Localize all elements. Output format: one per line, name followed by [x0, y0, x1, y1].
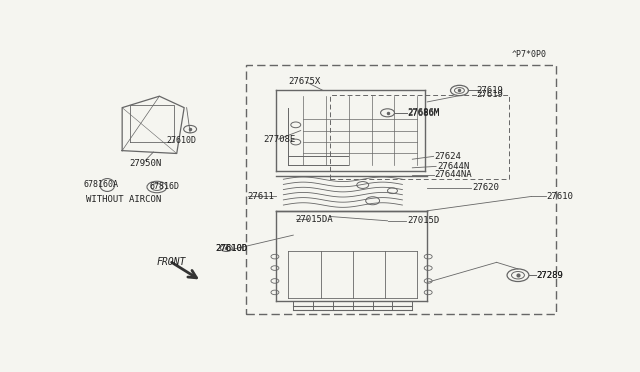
Text: ^P7*0P0: ^P7*0P0: [511, 50, 547, 59]
Text: FRONT: FRONT: [157, 257, 186, 267]
Text: WITHOUT AIRCON: WITHOUT AIRCON: [86, 195, 161, 204]
Text: 27624: 27624: [435, 152, 461, 161]
Text: 27675X: 27675X: [288, 77, 321, 86]
Text: 27644N: 27644N: [437, 162, 469, 171]
Text: 67816D: 67816D: [150, 182, 179, 191]
Text: 27950N: 27950N: [129, 159, 162, 168]
Text: 27644NA: 27644NA: [435, 170, 472, 179]
Text: 27610D: 27610D: [215, 244, 247, 253]
Text: 27619: 27619: [477, 86, 504, 95]
Text: 27015DA: 27015DA: [296, 215, 333, 224]
Bar: [330, 95, 509, 179]
Bar: [246, 65, 556, 314]
Text: 27611: 27611: [248, 192, 275, 201]
Text: 27619: 27619: [477, 90, 504, 99]
Text: 27289: 27289: [536, 271, 563, 280]
Text: 27686M: 27686M: [408, 108, 440, 117]
Text: 27289: 27289: [536, 271, 563, 280]
Text: 27620: 27620: [472, 183, 499, 192]
Text: 27610D: 27610D: [215, 244, 247, 253]
Text: 27015D: 27015D: [408, 216, 440, 225]
Text: 27708E: 27708E: [264, 135, 296, 144]
Text: 27610: 27610: [547, 192, 573, 201]
Text: 678160A: 678160A: [84, 180, 119, 189]
Text: 27610D: 27610D: [167, 136, 197, 145]
Text: 27686M: 27686M: [408, 109, 440, 118]
